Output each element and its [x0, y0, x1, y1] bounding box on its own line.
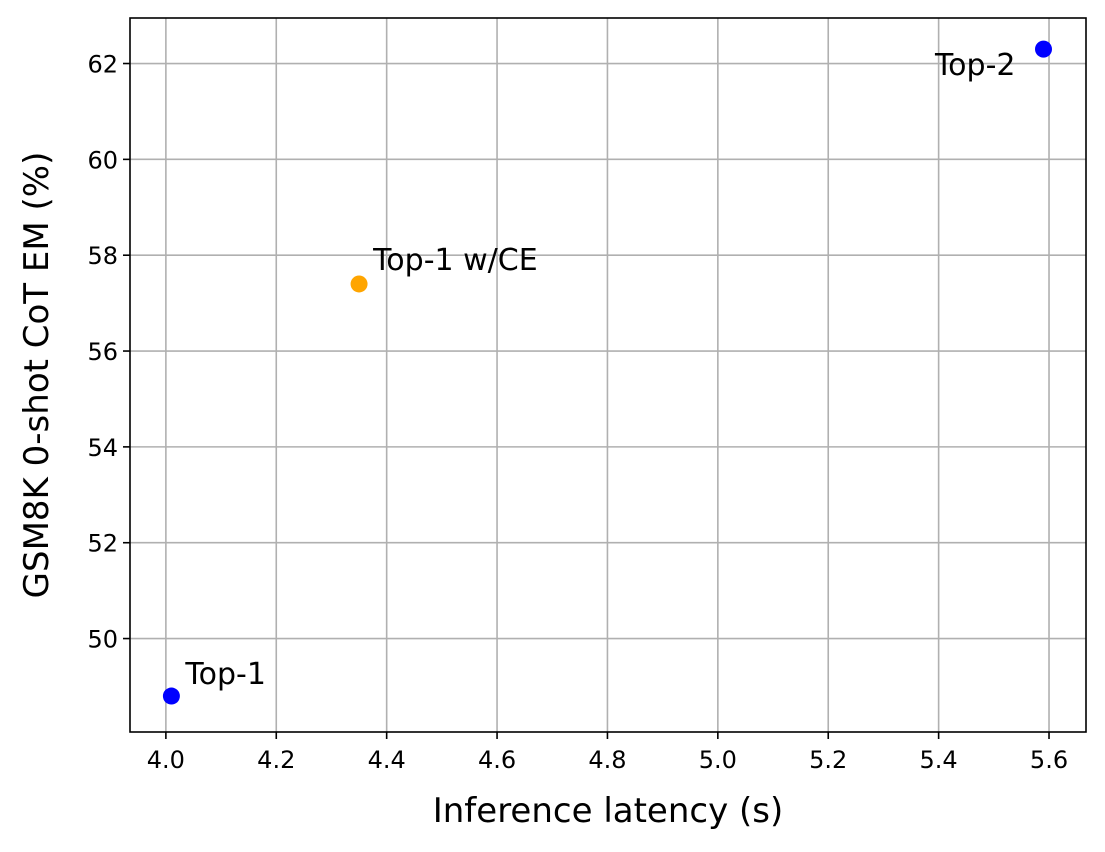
y-tick-label: 56	[87, 338, 118, 366]
data-points	[162, 40, 1052, 705]
point-labels: Top-1 Top-1 w/CE Top-2	[184, 48, 1015, 692]
data-point	[350, 275, 368, 293]
x-axis-ticks: 4.0 4.2 4.4 4.6 4.8 5.0 5.2 5.4 5.6	[147, 732, 1068, 774]
x-tick-label: 4.4	[368, 746, 406, 774]
y-tick-label: 62	[87, 51, 118, 79]
y-tick-label: 54	[87, 434, 118, 462]
x-tick-label: 5.4	[920, 746, 958, 774]
x-tick-label: 4.0	[147, 746, 185, 774]
x-tick-label: 5.6	[1030, 746, 1068, 774]
grid	[130, 18, 1086, 732]
y-axis-title: GSM8K 0-shot CoT EM (%)	[17, 152, 57, 599]
data-point-label: Top-2	[934, 48, 1016, 83]
y-tick-label: 60	[87, 146, 118, 174]
data-point	[1034, 40, 1052, 58]
x-tick-label: 5.2	[809, 746, 847, 774]
data-point-label: Top-1 w/CE	[372, 243, 538, 278]
x-tick-label: 5.0	[699, 746, 737, 774]
x-tick-label: 4.2	[257, 746, 295, 774]
y-tick-label: 50	[87, 626, 118, 654]
data-point	[162, 687, 180, 705]
y-axis-ticks: 50 52 54 56 58 60 62	[87, 51, 130, 654]
y-tick-label: 58	[87, 242, 118, 270]
y-tick-label: 52	[87, 530, 118, 558]
data-point-label: Top-1	[184, 657, 266, 692]
x-axis-title: Inference latency (s)	[433, 791, 784, 831]
x-tick-label: 4.6	[478, 746, 516, 774]
x-tick-label: 4.8	[588, 746, 626, 774]
